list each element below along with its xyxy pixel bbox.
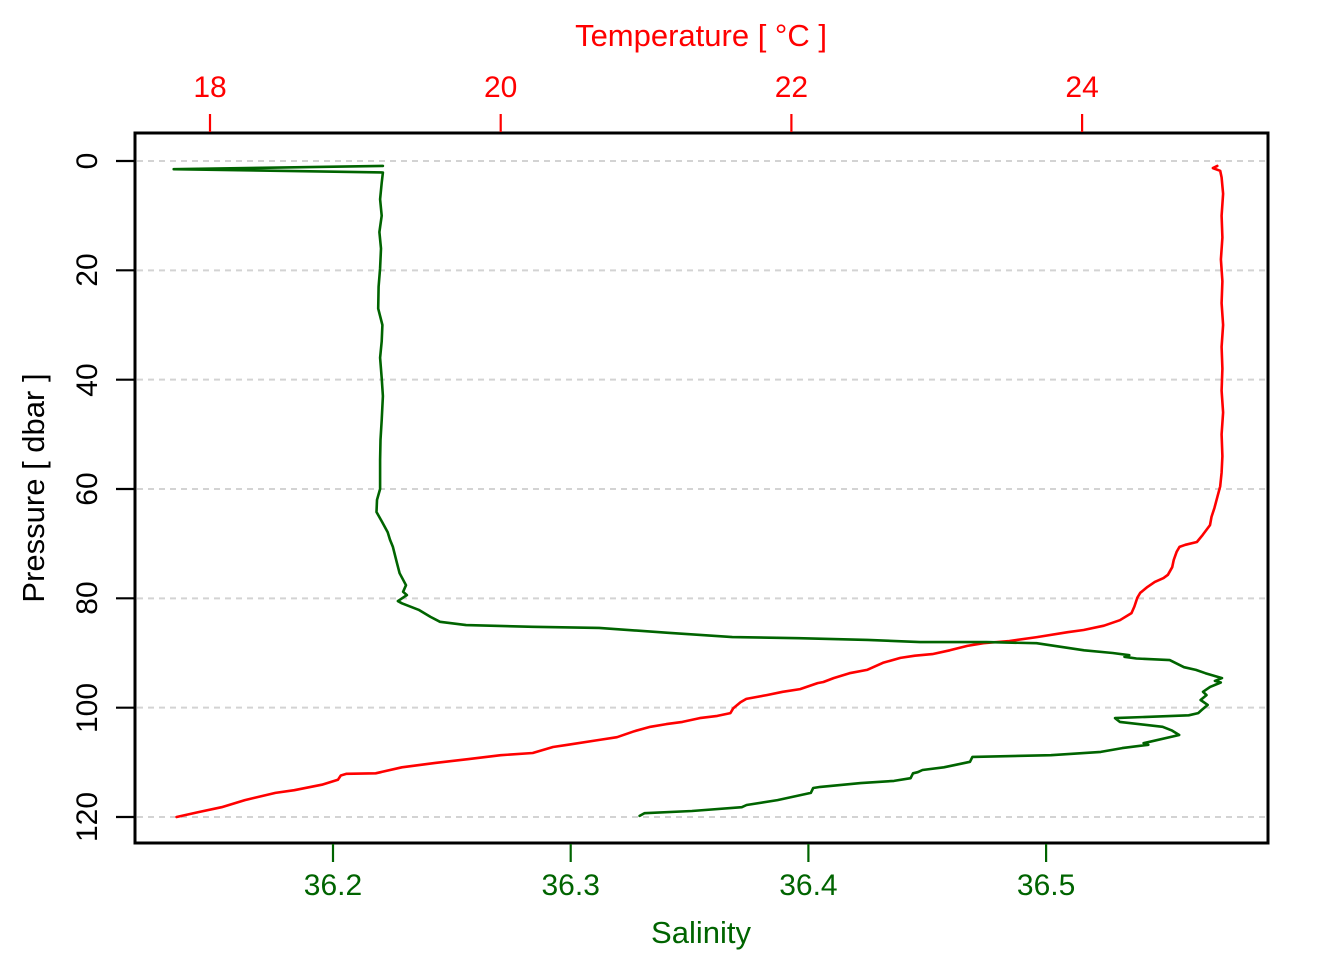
top-tick-label-20: 20 <box>484 71 518 104</box>
salinity-curve <box>172 164 1224 818</box>
top-tick-label-18: 18 <box>193 71 227 104</box>
bottom-tick-label-36.5: 36.5 <box>1016 869 1076 902</box>
bottom-tick-label-36.4: 36.4 <box>779 869 838 902</box>
top-tick-label-24: 24 <box>1065 71 1099 104</box>
left-tick-label-120: 120 <box>71 791 104 843</box>
left-tick-label-20: 20 <box>71 253 104 288</box>
bottom-tick-label-36.2: 36.2 <box>303 869 363 902</box>
plot-border-box <box>133 131 1270 845</box>
temperature-curve <box>175 164 1225 819</box>
top-axis-title: Temperature [ °C ] <box>575 18 827 53</box>
left-tick-label-80: 80 <box>71 581 104 616</box>
left-tick-label-40: 40 <box>71 362 104 397</box>
left-tick-label-60: 60 <box>71 472 104 506</box>
top-tick-label-22: 22 <box>774 71 809 104</box>
left-tick-label-0: 0 <box>71 152 104 170</box>
bottom-axis-title: Salinity <box>651 915 751 950</box>
left-tick-label-100: 100 <box>71 682 104 733</box>
bottom-tick-label-36.3: 36.3 <box>541 869 600 902</box>
